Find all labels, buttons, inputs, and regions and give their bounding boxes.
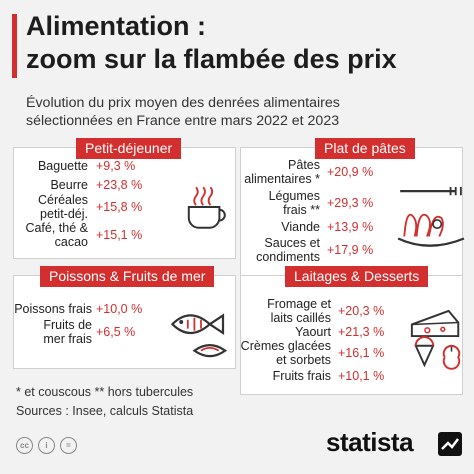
- value-label: +6,5 %: [96, 325, 136, 339]
- value-label: +17,9 %: [327, 243, 374, 257]
- value-label: +9,3 %: [96, 159, 136, 173]
- category-label: Yaourt: [295, 325, 331, 339]
- title-line-2: zoom sur la flambée des prix: [26, 44, 397, 74]
- value-label: +15,8 %: [96, 200, 143, 214]
- footnote: * et couscous ** hors tubercules: [16, 385, 194, 399]
- value-label: +13,9 %: [327, 220, 374, 234]
- value-label: +29,3 %: [327, 196, 374, 210]
- category-label: Pâtes alimentaires *: [244, 158, 320, 186]
- attribution-icon[interactable]: i: [38, 437, 55, 454]
- value-label: +20,3 %: [338, 304, 385, 318]
- category-label: Fruits de mer frais: [43, 318, 92, 346]
- coffee-cup-icon: [187, 186, 226, 229]
- fish-and-oyster-icon: [170, 313, 228, 358]
- value-label: +23,8 %: [96, 178, 143, 192]
- statista-logo-mark-icon: [438, 432, 462, 456]
- category-label: Viande: [281, 220, 320, 234]
- category-label: Fruits frais: [272, 369, 331, 383]
- value-label: +10,1 %: [338, 369, 385, 383]
- subtitle: Évolution du prix moyen des denrées alim…: [26, 94, 340, 130]
- panel-petit-dejeuner: Petit-déjeuner: [13, 138, 236, 259]
- category-label: Céréales petit-déj.: [37, 193, 88, 221]
- sources: Sources : Insee, calculs Statista: [16, 404, 194, 418]
- subtitle-line-2: sélectionnées en France entre mars 2022 …: [26, 113, 340, 129]
- category-label: Poissons frais: [14, 302, 92, 316]
- title-accent-bar: [12, 14, 17, 78]
- panel-laitages-desserts: Laitages & Desserts: [240, 266, 463, 395]
- category-label: Fromage et laits caillés: [267, 297, 331, 325]
- category-label: Beurre: [50, 178, 88, 192]
- panel-plat-de-pates: Plat de pâtes: [240, 138, 463, 279]
- panel-title-poissons-fruits-de-mer: Poissons & Fruits de mer: [40, 266, 215, 287]
- panel-title-plat-de-pates: Plat de pâtes: [315, 138, 415, 159]
- panel-title-laitages-desserts: Laitages & Desserts: [285, 266, 429, 287]
- category-label: Baguette: [37, 159, 88, 173]
- category-label: Sauces et condiments: [256, 236, 320, 264]
- category-label: Café, thé & cacao: [25, 221, 88, 249]
- page-title: Alimentation : zoom sur la flambée des p…: [26, 10, 397, 76]
- panel-title-petit-dejeuner: Petit-déjeuner: [76, 138, 182, 159]
- value-label: +16,1 %: [338, 346, 385, 360]
- value-label: +10,0 %: [96, 302, 143, 316]
- creative-commons-icon[interactable]: cc: [16, 437, 33, 454]
- statista-logo[interactable]: statista: [326, 427, 414, 457]
- no-derivatives-icon[interactable]: =: [60, 437, 77, 454]
- value-label: +21,3 %: [338, 325, 385, 339]
- pasta-plate-icon: [397, 187, 465, 247]
- value-label: +20,9 %: [327, 165, 374, 179]
- title-line-1: Alimentation :: [26, 11, 206, 41]
- value-label: +15,1 %: [96, 228, 143, 242]
- subtitle-line-1: Évolution du prix moyen des denrées alim…: [26, 95, 340, 111]
- cheese-icecream-apple-icon: [410, 309, 461, 370]
- category-label: Crèmes glacées et sorbets: [240, 339, 331, 367]
- category-label: Légumes frais **: [268, 189, 320, 217]
